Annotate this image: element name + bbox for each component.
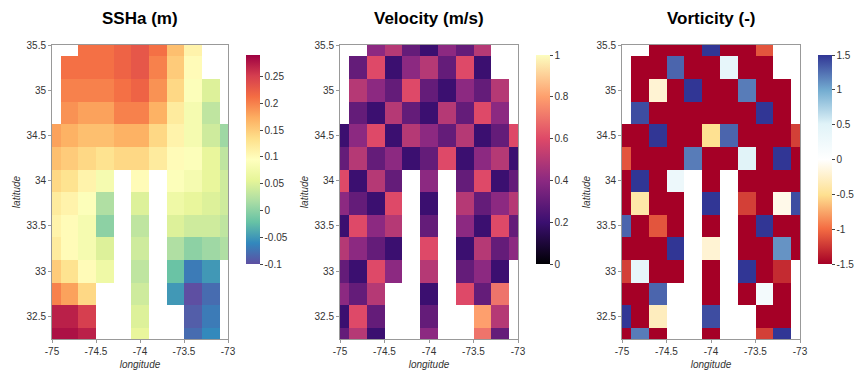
svg-text:-75: -75: [333, 346, 348, 357]
svg-text:0.2: 0.2: [265, 98, 279, 109]
svg-text:0.15: 0.15: [265, 125, 285, 136]
svg-text:34: 34: [323, 175, 335, 186]
svg-text:-74.5: -74.5: [373, 346, 396, 357]
svg-text:34.5: 34.5: [315, 130, 335, 141]
svg-text:latitude: latitude: [581, 175, 592, 208]
svg-text:35.5: 35.5: [27, 40, 47, 51]
svg-text:33: 33: [35, 266, 47, 277]
svg-text:32.5: 32.5: [27, 311, 47, 322]
svg-text:longitude: longitude: [409, 359, 450, 370]
svg-text:0: 0: [837, 154, 843, 165]
svg-text:34: 34: [605, 175, 617, 186]
svg-text:33.5: 33.5: [315, 220, 335, 231]
svg-text:0.6: 0.6: [555, 133, 569, 144]
svg-text:Vorticity (-): Vorticity (-): [667, 9, 755, 28]
svg-text:33.5: 33.5: [27, 220, 47, 231]
svg-text:35.5: 35.5: [315, 40, 335, 51]
svg-text:34: 34: [35, 175, 47, 186]
svg-text:-0.1: -0.1: [265, 259, 283, 270]
svg-text:32.5: 32.5: [315, 311, 335, 322]
svg-text:33: 33: [605, 266, 617, 277]
svg-text:-73: -73: [793, 346, 808, 357]
svg-text:-75: -75: [615, 346, 630, 357]
svg-text:-1.5: -1.5: [837, 259, 855, 270]
svg-text:35: 35: [605, 85, 617, 96]
svg-text:1: 1: [837, 84, 843, 95]
svg-text:0.25: 0.25: [265, 71, 285, 82]
svg-text:-74.5: -74.5: [655, 346, 678, 357]
svg-text:SSHa (m): SSHa (m): [102, 9, 178, 28]
svg-text:longitude: longitude: [120, 359, 161, 370]
svg-text:-73.5: -73.5: [462, 346, 485, 357]
svg-text:35: 35: [35, 85, 47, 96]
svg-text:0.1: 0.1: [265, 151, 279, 162]
svg-text:-73.5: -73.5: [744, 346, 767, 357]
svg-text:-73.5: -73.5: [173, 346, 196, 357]
svg-text:-74: -74: [422, 346, 437, 357]
svg-text:0.5: 0.5: [837, 119, 851, 130]
svg-text:0: 0: [265, 205, 271, 216]
svg-text:Velocity (m/s): Velocity (m/s): [374, 9, 484, 28]
svg-text:-74: -74: [704, 346, 719, 357]
svg-text:latitude: latitude: [299, 175, 310, 208]
svg-text:0.4: 0.4: [555, 175, 569, 186]
svg-text:longitude: longitude: [691, 359, 732, 370]
svg-text:0: 0: [555, 259, 561, 270]
svg-text:0.05: 0.05: [265, 178, 285, 189]
svg-text:-73: -73: [511, 346, 526, 357]
svg-text:33.5: 33.5: [597, 220, 617, 231]
svg-text:35: 35: [323, 85, 335, 96]
svg-text:-0.5: -0.5: [837, 189, 855, 200]
svg-text:-73: -73: [221, 346, 236, 357]
svg-text:latitude: latitude: [11, 175, 22, 208]
svg-text:35.5: 35.5: [597, 40, 617, 51]
svg-text:1.5: 1.5: [837, 50, 851, 61]
svg-text:0.8: 0.8: [555, 91, 569, 102]
svg-text:33: 33: [323, 266, 335, 277]
svg-text:-75: -75: [45, 346, 60, 357]
svg-text:0.2: 0.2: [555, 217, 569, 228]
svg-text:-0.05: -0.05: [265, 232, 288, 243]
svg-text:34.5: 34.5: [27, 130, 47, 141]
svg-text:-74: -74: [133, 346, 148, 357]
svg-text:32.5: 32.5: [597, 311, 617, 322]
svg-text:-1: -1: [837, 224, 846, 235]
svg-text:-74.5: -74.5: [85, 346, 108, 357]
svg-text:34.5: 34.5: [597, 130, 617, 141]
svg-text:1: 1: [555, 50, 561, 61]
